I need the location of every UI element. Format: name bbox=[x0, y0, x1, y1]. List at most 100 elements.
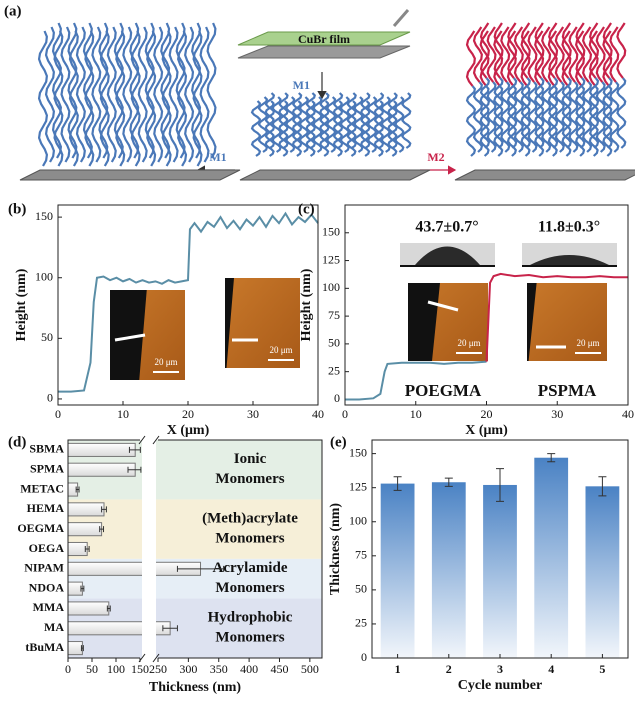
polymer-chain bbox=[360, 92, 371, 149]
film-label: CuBr film bbox=[298, 32, 350, 46]
bar bbox=[67, 522, 103, 537]
contact-angle: 11.8±0.3° bbox=[538, 219, 600, 236]
plot-frame bbox=[344, 204, 629, 406]
polymer-chain bbox=[609, 81, 620, 153]
polymer-chain bbox=[520, 77, 532, 149]
polymer-chain bbox=[60, 26, 71, 163]
polymer-chain bbox=[561, 77, 572, 149]
polymer-chain bbox=[37, 30, 49, 167]
y-tick-label: OEGA bbox=[29, 541, 65, 555]
polymer-chain bbox=[278, 92, 289, 149]
polymer-chain bbox=[319, 92, 330, 149]
polymer-chain bbox=[561, 22, 572, 79]
polymer-chain bbox=[588, 22, 600, 79]
polymer-chain bbox=[493, 22, 504, 79]
polymer-chain bbox=[53, 30, 64, 167]
y-tick-label: NDOA bbox=[29, 580, 65, 594]
polymer-chain bbox=[472, 81, 484, 153]
polymer-chain bbox=[616, 77, 627, 149]
panel-label: (a) bbox=[4, 3, 22, 19]
polymer-chain bbox=[595, 81, 606, 153]
bar bbox=[380, 483, 415, 658]
polymer-chain bbox=[250, 100, 262, 157]
polymer-chain bbox=[506, 85, 518, 157]
y-tick-label: 50 bbox=[41, 330, 53, 344]
polymer-chain bbox=[561, 85, 572, 157]
polymer-chain bbox=[305, 100, 316, 157]
droplet-base bbox=[400, 265, 495, 267]
y-tick-label: 25 bbox=[328, 363, 340, 377]
polymer-chain bbox=[137, 26, 148, 163]
x-axis-label: Cycle number bbox=[458, 678, 542, 693]
polymer-chain bbox=[177, 30, 188, 167]
line-series bbox=[345, 360, 487, 401]
x-tick-label: 30 bbox=[247, 407, 259, 421]
polymer-chain bbox=[130, 30, 141, 167]
polymer-chain bbox=[257, 96, 269, 153]
break-mark bbox=[152, 653, 160, 663]
polymer-chain bbox=[98, 22, 109, 159]
scale-label: 20 μm bbox=[154, 357, 177, 367]
polymer-chain bbox=[588, 85, 599, 157]
polymer-chain bbox=[548, 77, 559, 149]
x-axis-label: Thickness (nm) bbox=[149, 680, 242, 695]
error-bar bbox=[444, 477, 453, 487]
x-tick-label: 350 bbox=[210, 662, 228, 676]
scale-label: 20 μm bbox=[576, 338, 599, 348]
group-label: Acrylamide bbox=[213, 560, 288, 576]
polymer-chain bbox=[68, 30, 79, 167]
polymer-chain bbox=[479, 77, 491, 149]
y-tick-label: MA bbox=[44, 620, 64, 634]
polymer-chain bbox=[373, 100, 384, 157]
plot-frame bbox=[371, 439, 629, 659]
panel-label: (d) bbox=[8, 434, 26, 450]
x-tick-label: 100 bbox=[107, 662, 125, 676]
error-bar bbox=[393, 476, 402, 491]
plot-frame bbox=[57, 204, 319, 406]
polymer-chain bbox=[541, 81, 552, 153]
polymer-chain bbox=[278, 100, 289, 157]
polymer-chain bbox=[527, 81, 538, 153]
bar bbox=[67, 641, 83, 656]
polymer-chain bbox=[493, 77, 504, 149]
y-tick-label: 100 bbox=[35, 269, 53, 283]
substrate bbox=[19, 169, 241, 181]
x-tick-label: 0 bbox=[342, 407, 348, 421]
polymer-chain bbox=[513, 26, 524, 83]
polymer-chain bbox=[602, 85, 613, 157]
error-bar bbox=[80, 645, 84, 652]
polymer-chain bbox=[122, 26, 133, 163]
polymer-chain bbox=[82, 22, 93, 159]
error-bar bbox=[547, 453, 556, 463]
polymer-chain bbox=[507, 22, 518, 79]
polymer-chain bbox=[574, 85, 586, 157]
y-tick-label: 50 bbox=[355, 582, 367, 596]
group-band bbox=[68, 499, 322, 559]
polymer-chain bbox=[298, 96, 310, 153]
y-tick-label: 150 bbox=[349, 445, 367, 459]
polymer-chain bbox=[500, 26, 511, 83]
x-tick-label: 300 bbox=[179, 662, 197, 676]
polymer-chain bbox=[184, 26, 195, 163]
polymer-chain bbox=[359, 100, 371, 157]
polymer-chain bbox=[554, 26, 565, 83]
break-mark bbox=[138, 435, 146, 445]
polymer-chain bbox=[206, 22, 217, 159]
x-axis-label: X (μm) bbox=[167, 423, 210, 438]
bar bbox=[67, 601, 110, 616]
x-tick-label: 5 bbox=[599, 662, 605, 676]
contact-angle: 43.7±0.7° bbox=[415, 219, 478, 236]
polymer-chain bbox=[339, 96, 350, 153]
group-label: Monomers bbox=[215, 471, 284, 487]
error-bar bbox=[84, 546, 90, 552]
error-bar bbox=[80, 585, 85, 592]
polymer-chain bbox=[346, 92, 357, 149]
x-tick-label: 2 bbox=[446, 662, 452, 676]
y-tick-label: 75 bbox=[355, 548, 367, 562]
y-tick-label: 0 bbox=[334, 391, 340, 405]
y-tick-label: SBMA bbox=[29, 442, 64, 456]
afm-edge bbox=[527, 283, 537, 361]
plot-frame bbox=[67, 439, 323, 659]
polymer-chain bbox=[153, 26, 164, 163]
polymer-chain bbox=[199, 26, 210, 163]
